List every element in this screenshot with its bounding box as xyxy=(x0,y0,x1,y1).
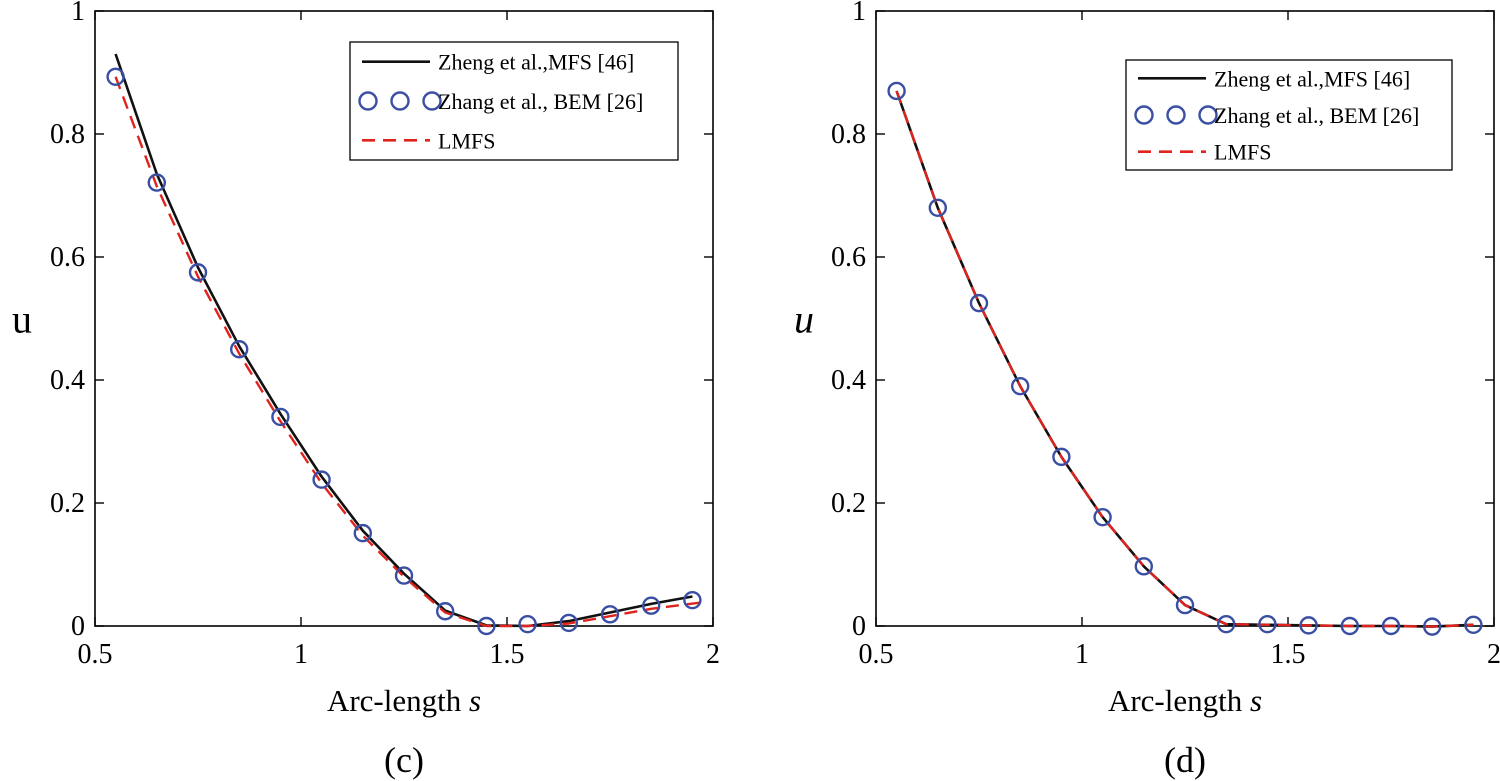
y-tick-label: 0.2 xyxy=(831,488,866,519)
legend-marker-bem xyxy=(390,91,410,111)
data-point-bem xyxy=(1216,614,1236,634)
chart-panel-d: 0.5 1 1.5 2 0 0.2 0.4 0.6 0.8 1 u Arc-length s (d) Zh… xyxy=(794,0,1500,780)
data-point-bem xyxy=(559,613,578,633)
x-axis-label: Arc-length s xyxy=(1108,683,1262,718)
legend: Zheng et al.,MFS [46] Zhang et al., BEM [… xyxy=(349,41,679,161)
chart-panel-c: 0.5 1 1.5 2 0 0.2 0.4 0.6 0.8 1 u Arc-length s (c) Zh… xyxy=(12,0,720,780)
data-point-bem xyxy=(683,590,702,610)
data-point-bem xyxy=(353,523,372,543)
data-point-bem xyxy=(1175,595,1195,615)
x-tick-label: 2 xyxy=(706,639,720,670)
legend: Zheng et al.,MFS [46] Zhang et al., BEM [… xyxy=(1125,59,1453,171)
data-point-bem xyxy=(271,407,290,427)
legend-entry-label: LMFS xyxy=(438,128,495,153)
y-axis-label: u xyxy=(12,297,32,342)
legend-marker-bem xyxy=(422,91,442,111)
panel-label: (c) xyxy=(384,740,424,780)
data-point-bem xyxy=(436,602,455,621)
data-point-bem xyxy=(1340,616,1360,636)
data-point-bem xyxy=(477,616,496,636)
x-tick-label: 2 xyxy=(1487,639,1500,670)
legend-marker-bem xyxy=(1166,105,1186,125)
series-line-mfs xyxy=(895,90,1474,628)
data-point-bem xyxy=(1381,616,1401,636)
data-point-bem xyxy=(1422,617,1442,636)
y-tick-label: 1 xyxy=(852,0,866,27)
x-tick-label: 1.5 xyxy=(490,639,525,670)
data-point-bem xyxy=(1299,616,1318,635)
y-tick-label: 0.8 xyxy=(831,119,866,150)
y-tick-label: 0 xyxy=(71,611,85,642)
data-point-bem xyxy=(147,173,167,192)
plot-frame xyxy=(94,10,714,627)
legend-entry-label: LMFS xyxy=(1214,140,1271,165)
y-tick-label: 0.2 xyxy=(50,488,85,519)
data-point-bem xyxy=(928,198,947,218)
y-tick-label: 1 xyxy=(71,0,85,27)
plot-frame xyxy=(875,10,1495,627)
data-point-bem xyxy=(1134,557,1154,576)
y-tick-label: 0 xyxy=(852,611,866,642)
data-point-bem xyxy=(1093,507,1112,527)
data-point-bem xyxy=(1258,614,1277,634)
y-tick-label: 0.6 xyxy=(50,242,85,273)
x-tick-label: 1 xyxy=(1075,639,1089,670)
data-point-bem xyxy=(394,566,414,585)
x-axis-label: Arc-length s xyxy=(327,683,481,718)
data-point-bem xyxy=(1052,447,1071,467)
legend-entry-label: Zheng et al.,MFS [46] xyxy=(1214,66,1410,91)
data-point-bem xyxy=(1464,615,1483,634)
y-tick-label: 0.8 xyxy=(50,119,85,150)
series-line-mfs xyxy=(114,53,693,628)
legend-marker-bem xyxy=(1198,105,1218,125)
data-point-bem xyxy=(229,340,249,359)
y-tick-label: 0.6 xyxy=(831,242,866,273)
y-axis-label: u xyxy=(794,297,814,342)
legend-entry-label: Zhang et al., BEM [26] xyxy=(1214,103,1419,128)
legend-marker-bem xyxy=(358,91,378,111)
data-point-bem xyxy=(969,293,989,313)
panel-label: (d) xyxy=(1164,740,1206,780)
data-point-bem xyxy=(600,605,620,624)
x-tick-label: 0.5 xyxy=(859,639,894,670)
x-tick-label: 1.5 xyxy=(1271,639,1306,670)
series-line-lmfs xyxy=(895,90,1474,628)
x-tick-label: 1 xyxy=(294,639,308,670)
legend-entry-label: Zhang et al., BEM [26] xyxy=(438,89,643,114)
data-point-bem xyxy=(312,470,331,489)
x-tick-label: 0.5 xyxy=(78,639,113,670)
data-point-bem xyxy=(642,596,661,615)
data-point-bem xyxy=(188,263,208,282)
legend-marker-bem xyxy=(1134,105,1154,125)
data-point-bem xyxy=(1011,376,1030,396)
data-point-bem xyxy=(887,81,906,101)
data-point-bem xyxy=(518,614,537,634)
data-point-bem xyxy=(106,67,125,87)
y-tick-label: 0.4 xyxy=(831,365,866,396)
y-tick-label: 0.4 xyxy=(50,365,85,396)
legend-entry-label: Zheng et al.,MFS [46] xyxy=(438,50,634,75)
